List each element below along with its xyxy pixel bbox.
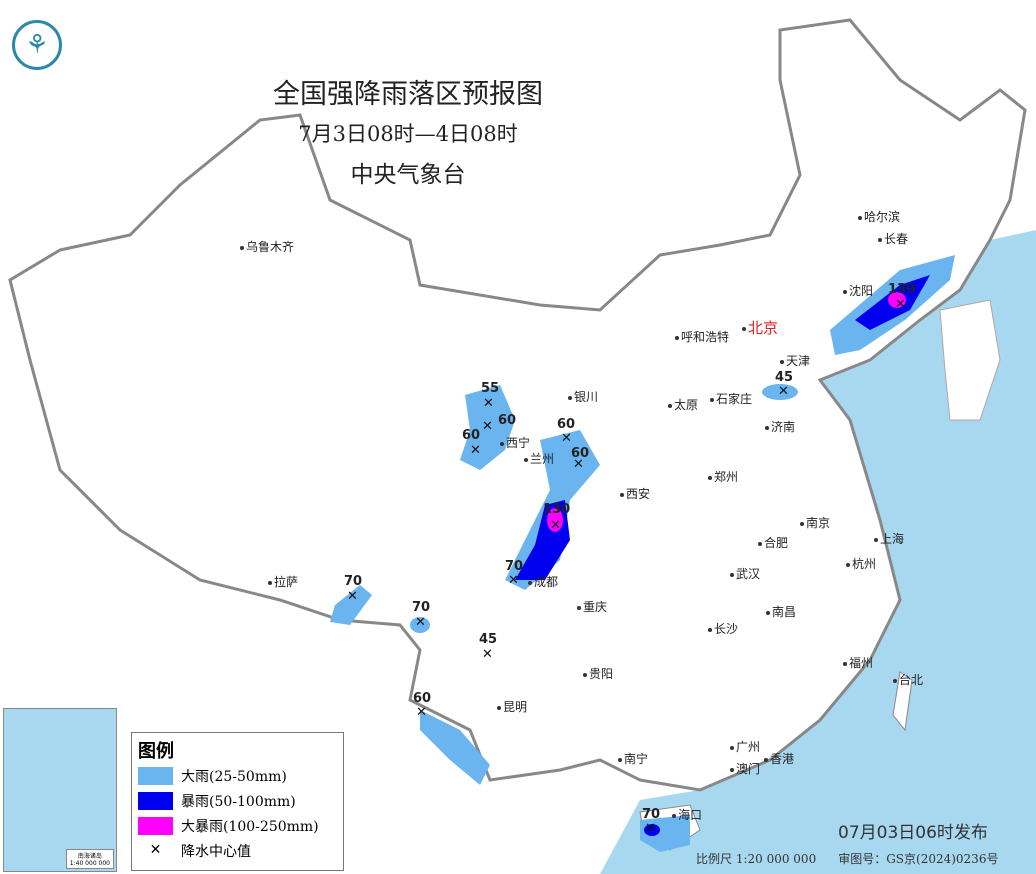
x-mark-icon: ✕ — [416, 705, 427, 720]
city-label: 济南 — [765, 420, 795, 434]
rain-center-value: 70 — [642, 807, 661, 822]
city-label: 广州 — [730, 740, 760, 754]
city-label: 南京 — [800, 516, 830, 530]
x-mark-icon: ✕ — [483, 396, 494, 411]
x-mark-icon: ✕ — [347, 589, 358, 604]
rain-center-value: 60 — [498, 413, 517, 428]
x-mark-icon: ✕ — [415, 615, 426, 630]
city-label: 西宁 — [500, 436, 530, 450]
rain-center-value: 60 — [557, 417, 576, 432]
rain-center-value: 45 — [775, 370, 794, 385]
city-label: 成都 — [528, 575, 558, 589]
city-label: 哈尔滨 — [858, 210, 900, 224]
city-label: 南宁 — [618, 752, 648, 766]
rain-center-value: 55 — [481, 381, 500, 396]
legend-item-rainstorm: 暴雨(50-100mm) — [138, 788, 343, 813]
city-label: 天津 — [780, 354, 810, 368]
publish-time: 07月03日06时发布 — [838, 823, 988, 843]
city-label: 重庆 — [577, 600, 607, 614]
city-label: 合肥 — [758, 536, 788, 550]
legend-heading: 图例 — [138, 741, 174, 762]
rain-center-value: 45 — [479, 632, 498, 647]
x-mark-icon: ✕ — [149, 841, 162, 858]
city-label: 乌鲁木齐 — [240, 240, 294, 254]
korea — [939, 299, 1001, 421]
x-mark-icon: ✕ — [482, 419, 493, 434]
china-outline — [8, 18, 1027, 792]
city-label: 上海 — [874, 532, 904, 546]
legend-item-heavy-rainstorm: 大暴雨(100-250mm) — [138, 813, 343, 838]
city-label: 台北 — [893, 673, 923, 687]
city-label: 长沙 — [708, 622, 738, 636]
city-label: 沈阳 — [843, 284, 873, 298]
city-label: 武汉 — [730, 567, 760, 581]
x-mark-icon: ✕ — [508, 573, 519, 588]
rain-center-value: 60 — [462, 428, 481, 443]
city-label: 拉萨 — [268, 575, 298, 589]
footer: 比例尺 1:20 000 000 审图号：GS京(2024)0236号 — [696, 852, 999, 866]
rain-center-value: 70 — [344, 574, 363, 589]
x-mark-icon: ✕ — [573, 457, 584, 472]
rain-areas — [330, 255, 955, 852]
city-label: 福州 — [843, 656, 873, 670]
rain-center-value: 70 — [412, 600, 431, 615]
legend: 图例 大雨(25-50mm) 暴雨(50-100mm) 大暴雨(100-250m… — [131, 732, 344, 871]
x-mark-icon: ✕ — [561, 431, 572, 446]
city-label: 杭州 — [846, 557, 876, 571]
x-mark-icon: ✕ — [470, 443, 481, 458]
city-label: 太原 — [668, 398, 698, 412]
x-mark-icon: ✕ — [645, 821, 656, 836]
city-label: 西安 — [620, 487, 650, 501]
sea — [600, 230, 1036, 874]
inset-caption: 南海诸岛 1:40 000 000 — [65, 849, 114, 869]
x-mark-icon: ✕ — [895, 297, 906, 312]
legend-item-center: ✕ 降水中心值 — [138, 838, 343, 863]
city-label: 昆明 — [497, 700, 527, 714]
city-label: 南昌 — [766, 605, 796, 619]
south-china-sea-inset: 南海诸岛 1:40 000 000 — [3, 708, 117, 872]
city-label: 兰州 — [524, 452, 554, 466]
rain-center-value: 60 — [571, 446, 590, 461]
city-label: 石家庄 — [710, 392, 752, 406]
rain-center-value: 130 — [543, 502, 571, 517]
issuer: 中央气象台 — [350, 162, 466, 188]
city-label: 长春 — [878, 232, 908, 246]
city-label: 银川 — [568, 390, 598, 404]
x-mark-icon: ✕ — [778, 384, 789, 399]
city-label: 贵阳 — [583, 667, 613, 681]
forecast-period: 7月3日08时—4日08时 — [298, 122, 518, 146]
cma-logo: ⚘ — [12, 20, 62, 70]
rain-center-value: 70 — [505, 559, 524, 574]
city-label: 郑州 — [708, 470, 738, 484]
rain-center-value: 60 — [413, 691, 432, 706]
city-label: 北京 — [742, 320, 778, 337]
city-label: 香港 — [764, 752, 794, 766]
x-mark-icon: ✕ — [482, 647, 493, 662]
legend-item-heavy-rain: 大雨(25-50mm) — [138, 763, 343, 788]
x-mark-icon: ✕ — [550, 518, 561, 533]
rain-center-value: 130 — [888, 282, 916, 297]
map-title: 全国强降雨落区预报图 — [273, 79, 543, 110]
city-label: 呼和浩特 — [675, 330, 729, 344]
city-label: 海口 — [672, 808, 702, 822]
city-label: 澳门 — [730, 762, 760, 776]
